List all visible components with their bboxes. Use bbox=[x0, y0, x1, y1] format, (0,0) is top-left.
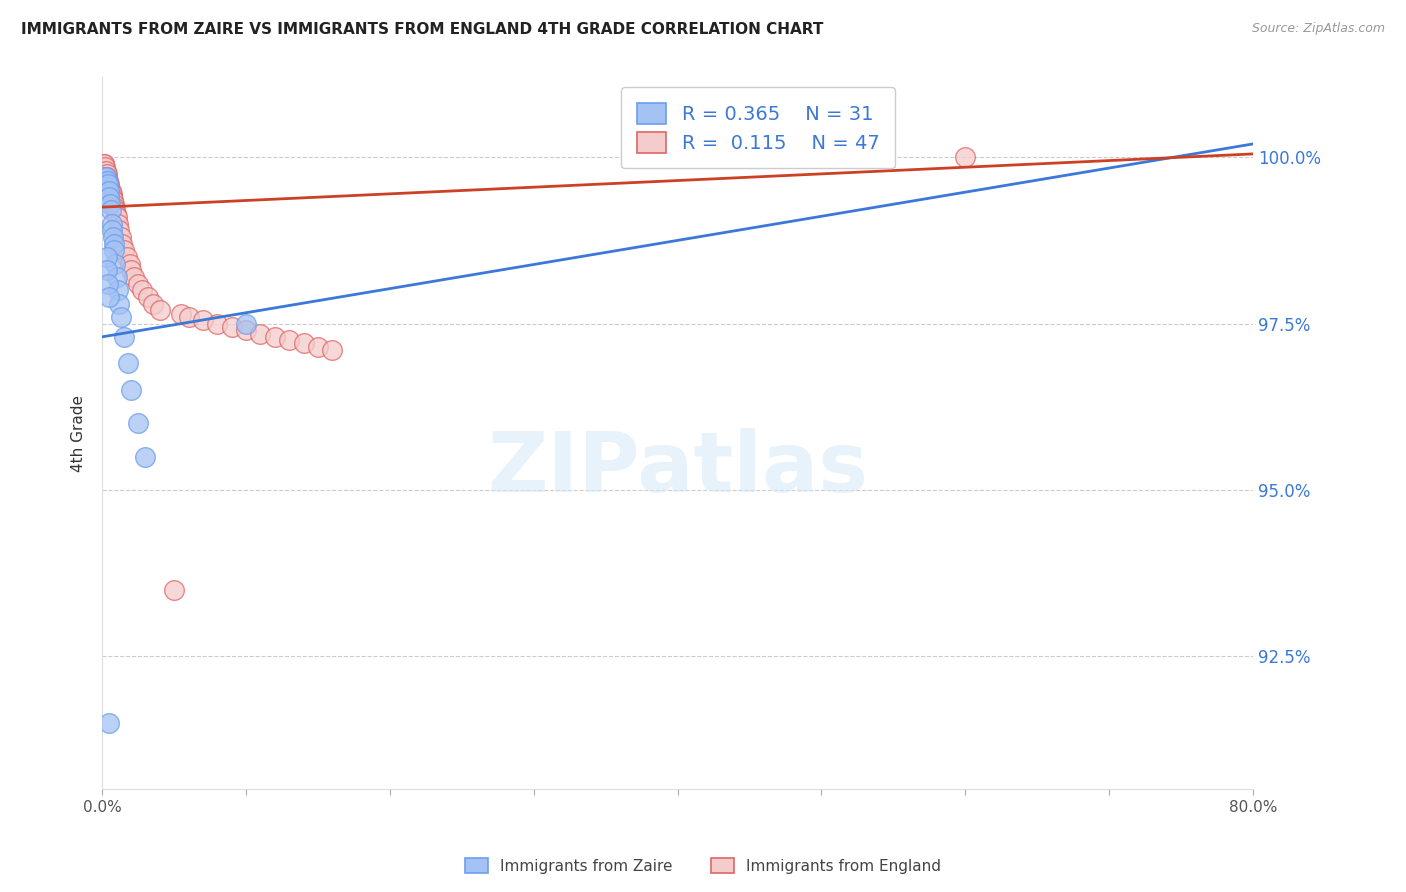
Point bbox=[177, 310, 200, 324]
Text: Source: ZipAtlas.com: Source: ZipAtlas.com bbox=[1251, 22, 1385, 36]
Point bbox=[163, 582, 186, 597]
Point bbox=[170, 307, 193, 321]
Y-axis label: 4th Grade: 4th Grade bbox=[72, 395, 86, 472]
Point bbox=[96, 250, 118, 264]
Point bbox=[98, 184, 121, 198]
Point bbox=[101, 230, 124, 244]
Point bbox=[100, 186, 122, 201]
Point bbox=[97, 173, 120, 187]
Point bbox=[191, 313, 214, 327]
Point bbox=[953, 150, 976, 164]
Point bbox=[93, 170, 115, 185]
Point bbox=[97, 184, 120, 198]
Point bbox=[98, 190, 121, 204]
Point bbox=[108, 223, 131, 237]
Point bbox=[120, 383, 142, 397]
Point bbox=[110, 230, 132, 244]
Point bbox=[110, 310, 132, 324]
Point bbox=[107, 217, 129, 231]
Point bbox=[104, 203, 127, 218]
Point bbox=[100, 217, 122, 231]
Point bbox=[103, 244, 125, 258]
Point bbox=[107, 283, 129, 297]
Point bbox=[235, 317, 257, 331]
Point bbox=[98, 196, 121, 211]
Point bbox=[93, 157, 115, 171]
Point bbox=[94, 163, 117, 178]
Point bbox=[104, 257, 127, 271]
Point bbox=[127, 417, 149, 431]
Point bbox=[103, 200, 125, 214]
Text: IMMIGRANTS FROM ZAIRE VS IMMIGRANTS FROM ENGLAND 4TH GRADE CORRELATION CHART: IMMIGRANTS FROM ZAIRE VS IMMIGRANTS FROM… bbox=[21, 22, 824, 37]
Point bbox=[100, 203, 122, 218]
Point bbox=[98, 715, 121, 730]
Point bbox=[131, 283, 153, 297]
Point bbox=[104, 207, 127, 221]
Point bbox=[98, 180, 121, 194]
Point bbox=[122, 270, 145, 285]
Point bbox=[235, 323, 257, 337]
Text: ZIPatlas: ZIPatlas bbox=[486, 428, 868, 509]
Point bbox=[207, 317, 229, 331]
Point bbox=[101, 190, 124, 204]
Point bbox=[96, 263, 118, 277]
Point bbox=[292, 336, 315, 351]
Point bbox=[249, 326, 271, 341]
Point bbox=[93, 157, 115, 171]
Point bbox=[112, 244, 135, 258]
Point bbox=[278, 333, 301, 347]
Point bbox=[96, 184, 118, 198]
Point bbox=[115, 250, 138, 264]
Point bbox=[94, 160, 117, 174]
Point bbox=[96, 173, 118, 187]
Point bbox=[94, 177, 117, 191]
Point bbox=[117, 356, 139, 370]
Point bbox=[111, 236, 134, 251]
Point bbox=[105, 270, 128, 285]
Point bbox=[142, 296, 165, 310]
Point bbox=[149, 303, 172, 318]
Point bbox=[101, 194, 124, 208]
Point bbox=[321, 343, 343, 358]
Point bbox=[103, 196, 125, 211]
Point bbox=[118, 257, 141, 271]
Point bbox=[221, 319, 243, 334]
Point bbox=[100, 184, 122, 198]
Point bbox=[136, 290, 159, 304]
Point bbox=[263, 330, 285, 344]
Point bbox=[105, 210, 128, 224]
Point bbox=[134, 450, 156, 464]
Point bbox=[94, 170, 117, 185]
Point bbox=[120, 263, 142, 277]
Point bbox=[96, 170, 118, 185]
Point bbox=[103, 236, 125, 251]
Point bbox=[97, 177, 120, 191]
Point bbox=[97, 277, 120, 291]
Legend: Immigrants from Zaire, Immigrants from England: Immigrants from Zaire, Immigrants from E… bbox=[458, 852, 948, 880]
Point bbox=[307, 340, 329, 354]
Point bbox=[127, 277, 149, 291]
Point bbox=[97, 290, 120, 304]
Legend: R = 0.365    N = 31, R =  0.115    N = 47: R = 0.365 N = 31, R = 0.115 N = 47 bbox=[621, 87, 894, 169]
Point bbox=[101, 223, 124, 237]
Point bbox=[97, 177, 120, 191]
Point bbox=[108, 296, 131, 310]
Point bbox=[96, 167, 118, 181]
Point bbox=[112, 330, 135, 344]
